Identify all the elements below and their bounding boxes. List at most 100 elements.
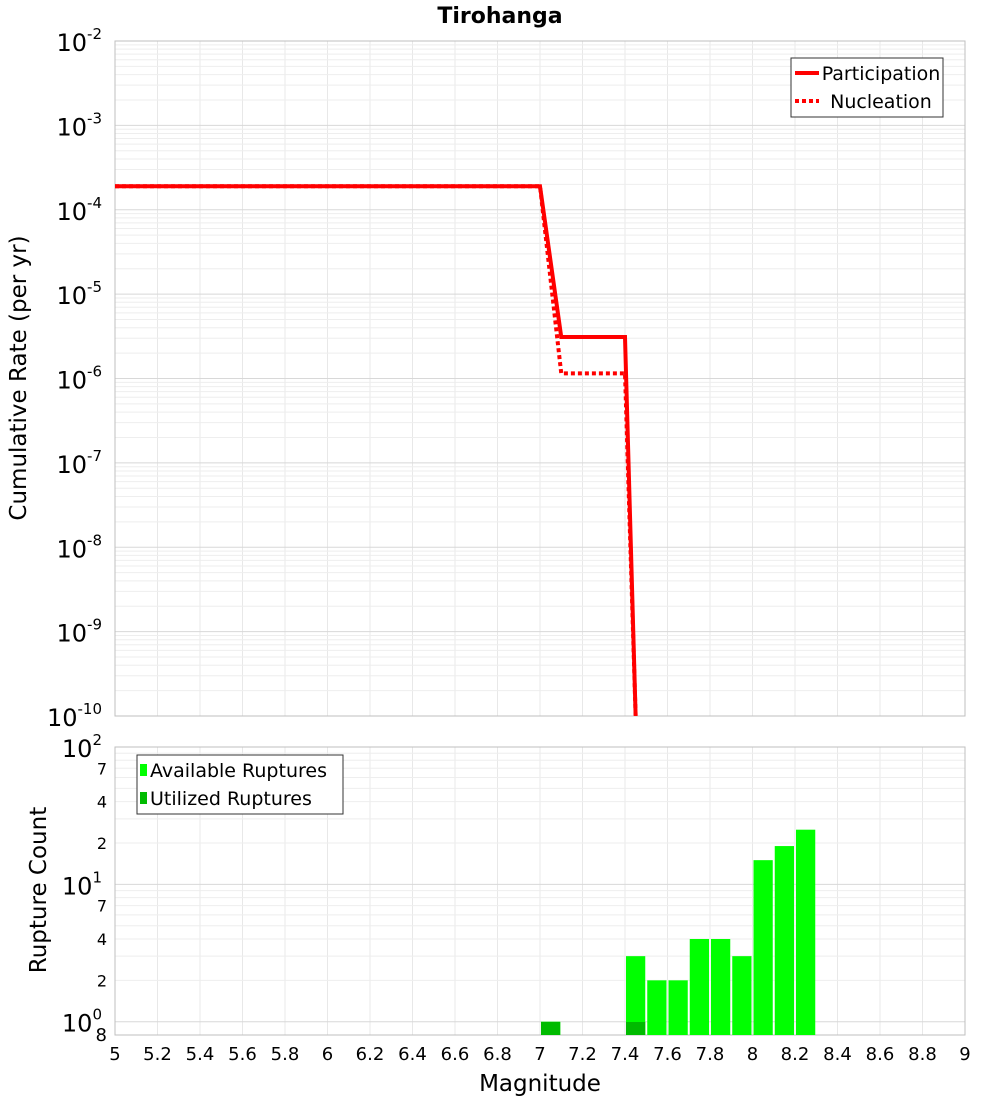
x-tick-label: 6.4 [398, 1044, 427, 1065]
x-tick-label: 8.4 [823, 1044, 852, 1065]
x-axis-label: Magnitude [479, 1071, 601, 1097]
count-y-tick-base: 10 [62, 735, 93, 763]
x-tick-label: 8.6 [866, 1044, 895, 1065]
series-line-participation [115, 184, 638, 717]
rate-y-tick-base: 10 [56, 198, 87, 226]
bar-available [626, 956, 646, 1035]
count-y-tick-exponent: 2 [92, 731, 102, 749]
rate-y-tick-base: 10 [56, 367, 87, 395]
bar-available [668, 980, 688, 1035]
x-tick-label: 8.8 [908, 1044, 937, 1065]
rate-y-tick-exponent: -6 [87, 363, 102, 381]
count-legend: Available Ruptures Utilized Ruptures [136, 754, 344, 815]
rate-y-tick-base: 10 [56, 29, 87, 57]
count-y-tick-base: 10 [62, 1010, 93, 1038]
legend-label-nucleation: Nucleation [830, 91, 932, 113]
count-y-tick-label: 102 [62, 731, 102, 763]
x-tick-label: 5.6 [228, 1044, 257, 1065]
legend-swatch-available [140, 764, 147, 776]
rate-y-tick-exponent: -5 [87, 278, 102, 296]
rate-y-tick-base: 10 [56, 535, 87, 563]
rate-y-tick-label: 10-7 [56, 447, 102, 479]
rate-y-tick-exponent: -3 [87, 109, 102, 127]
bar-utilized [541, 1022, 561, 1035]
x-tick-label: 5.8 [271, 1044, 300, 1065]
rate-y-tick-label: 10-6 [56, 363, 102, 395]
x-tick-label: 7.2 [568, 1044, 597, 1065]
count-y-tick-exponent: 1 [92, 868, 102, 886]
rate-y-tick-base: 10 [56, 620, 87, 648]
count-y-tick-base: 10 [62, 872, 93, 900]
count-y-tick-label: 7 [97, 759, 107, 778]
count-bars [541, 829, 816, 1035]
bar-available [796, 829, 816, 1035]
rate-y-tick-label: 10-10 [47, 700, 102, 732]
count-y-tick-label: 100 [62, 1006, 102, 1038]
rate-y-tick-label: 10-5 [56, 278, 102, 310]
rate-y-tick-label: 10-3 [56, 109, 102, 141]
rate-y-tick-base: 10 [56, 451, 87, 479]
count-y-tick-label: 2 [97, 834, 107, 853]
x-tick-label: 7.6 [653, 1044, 682, 1065]
count-y-tick-label: 101 [62, 868, 102, 900]
count-plot-frame [114, 746, 966, 1036]
x-tick-label: 5.4 [186, 1044, 215, 1065]
rate-y-tick-exponent: -9 [87, 616, 102, 634]
x-tick-label: 7.8 [696, 1044, 725, 1065]
x-tick-label: 6.8 [483, 1044, 512, 1065]
x-tick-label: 8 [747, 1044, 758, 1065]
rate-y-tick-base: 10 [56, 113, 87, 141]
count-y-tick-label: 8 [96, 1025, 107, 1046]
rate-y-tick-base: 10 [47, 704, 78, 732]
bar-available [774, 846, 794, 1035]
rate-y-tick-exponent: -10 [78, 700, 103, 718]
rate-grid [115, 41, 965, 716]
x-tick-label: 9 [959, 1044, 970, 1065]
legend-swatch-utilized [140, 792, 147, 804]
rate-plot-frame [114, 40, 966, 717]
x-tick-label: 7 [534, 1044, 545, 1065]
x-tick-label: 5 [109, 1044, 120, 1065]
legend-label-utilized: Utilized Ruptures [150, 788, 312, 810]
bar-available [753, 860, 773, 1035]
rate-y-tick-exponent: -7 [87, 447, 102, 465]
top-y-axis-label: Cumulative Rate (per yr) [6, 235, 32, 520]
bar-available [689, 939, 709, 1035]
x-tick-label: 6.2 [356, 1044, 385, 1065]
rate-legend-box [790, 57, 944, 118]
legend-label-participation: Participation [822, 63, 941, 85]
legend-label-available: Available Ruptures [150, 760, 327, 782]
rate-y-tick-label: 10-2 [56, 25, 102, 57]
count-y-tick-label: 7 [97, 897, 107, 916]
rate-y-tick-exponent: -8 [87, 531, 102, 549]
count-y-tick-label: 4 [97, 793, 107, 812]
rate-y-tick-label: 10-8 [56, 531, 102, 563]
bar-utilized [626, 1022, 646, 1035]
bar-available [732, 956, 752, 1035]
rate-y-tick-base: 10 [56, 282, 87, 310]
bar-available [647, 980, 667, 1035]
rate-y-tick-label: 10-4 [56, 194, 102, 226]
x-tick-label: 7.4 [611, 1044, 640, 1065]
count-y-tick-label: 4 [97, 930, 107, 949]
chart-title: Tirohanga [437, 4, 562, 29]
x-tick-label: 5.2 [143, 1044, 172, 1065]
count-legend-box [136, 754, 344, 815]
count-y-tick-label: 2 [97, 971, 107, 990]
count-y-tick-exponent: 0 [92, 1006, 102, 1024]
x-tick-label: 6 [322, 1044, 333, 1065]
rate-series-group [115, 184, 638, 717]
x-tick-label: 6.6 [441, 1044, 470, 1065]
rate-y-tick-exponent: -4 [87, 194, 102, 212]
bar-available [711, 939, 731, 1035]
series-line-nucleation [115, 184, 638, 717]
rate-y-tick-label: 10-9 [56, 616, 102, 648]
rate-panel: 10-210-310-410-510-610-710-810-910-10Par… [47, 25, 966, 732]
rate-legend: Participation Nucleation [790, 57, 944, 118]
x-tick-label: 8.2 [781, 1044, 810, 1065]
bottom-y-axis-label: Rupture Count [26, 807, 52, 973]
rate-y-tick-exponent: -2 [87, 25, 102, 43]
